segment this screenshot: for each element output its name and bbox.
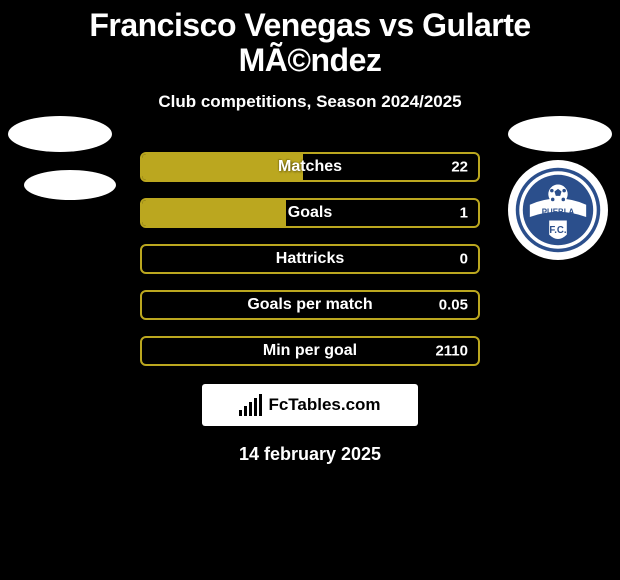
stat-fill: [142, 200, 286, 226]
club-logo-icon: PUEBLA F.C.: [514, 166, 602, 254]
stat-value: 22: [451, 159, 468, 176]
stat-value: 2110: [435, 343, 468, 360]
stat-value: 0: [460, 251, 468, 268]
club-logo: PUEBLA F.C.: [508, 160, 608, 260]
stat-row: Hattricks 0: [140, 244, 480, 274]
player-1-avatar-shape-b: [24, 170, 116, 200]
comparison-card: Francisco Venegas vs Gularte MÃ©ndez Clu…: [0, 0, 620, 465]
stats-list: Matches 22 Goals 1 Hattricks 0 Goals per match…: [140, 152, 480, 366]
stat-row: Goals 1: [140, 198, 480, 228]
stat-row: Min per goal 2110: [140, 336, 480, 366]
player-1-avatar-shape-a: [8, 116, 112, 152]
stat-label: Min per goal: [263, 342, 357, 360]
svg-text:F.C.: F.C.: [549, 225, 567, 236]
stat-row: Matches 22: [140, 152, 480, 182]
stat-label: Hattricks: [276, 250, 344, 268]
stat-row: Goals per match 0.05: [140, 290, 480, 320]
subtitle: Club competitions, Season 2024/2025: [0, 92, 620, 112]
branding-badge[interactable]: FcTables.com: [202, 384, 418, 426]
comparison-date: 14 february 2025: [0, 444, 620, 465]
page-title: Francisco Venegas vs Gularte MÃ©ndez: [0, 8, 620, 78]
branding-text: FcTables.com: [268, 395, 380, 415]
stat-label: Goals per match: [247, 296, 372, 314]
svg-text:PUEBLA: PUEBLA: [542, 207, 575, 216]
player-2-avatar-shape: [508, 116, 612, 152]
stat-value: 0.05: [439, 297, 468, 314]
stat-label: Goals: [288, 204, 332, 222]
stat-label: Matches: [278, 158, 342, 176]
stat-value: 1: [460, 205, 468, 222]
chart-bars-icon: [239, 394, 262, 416]
